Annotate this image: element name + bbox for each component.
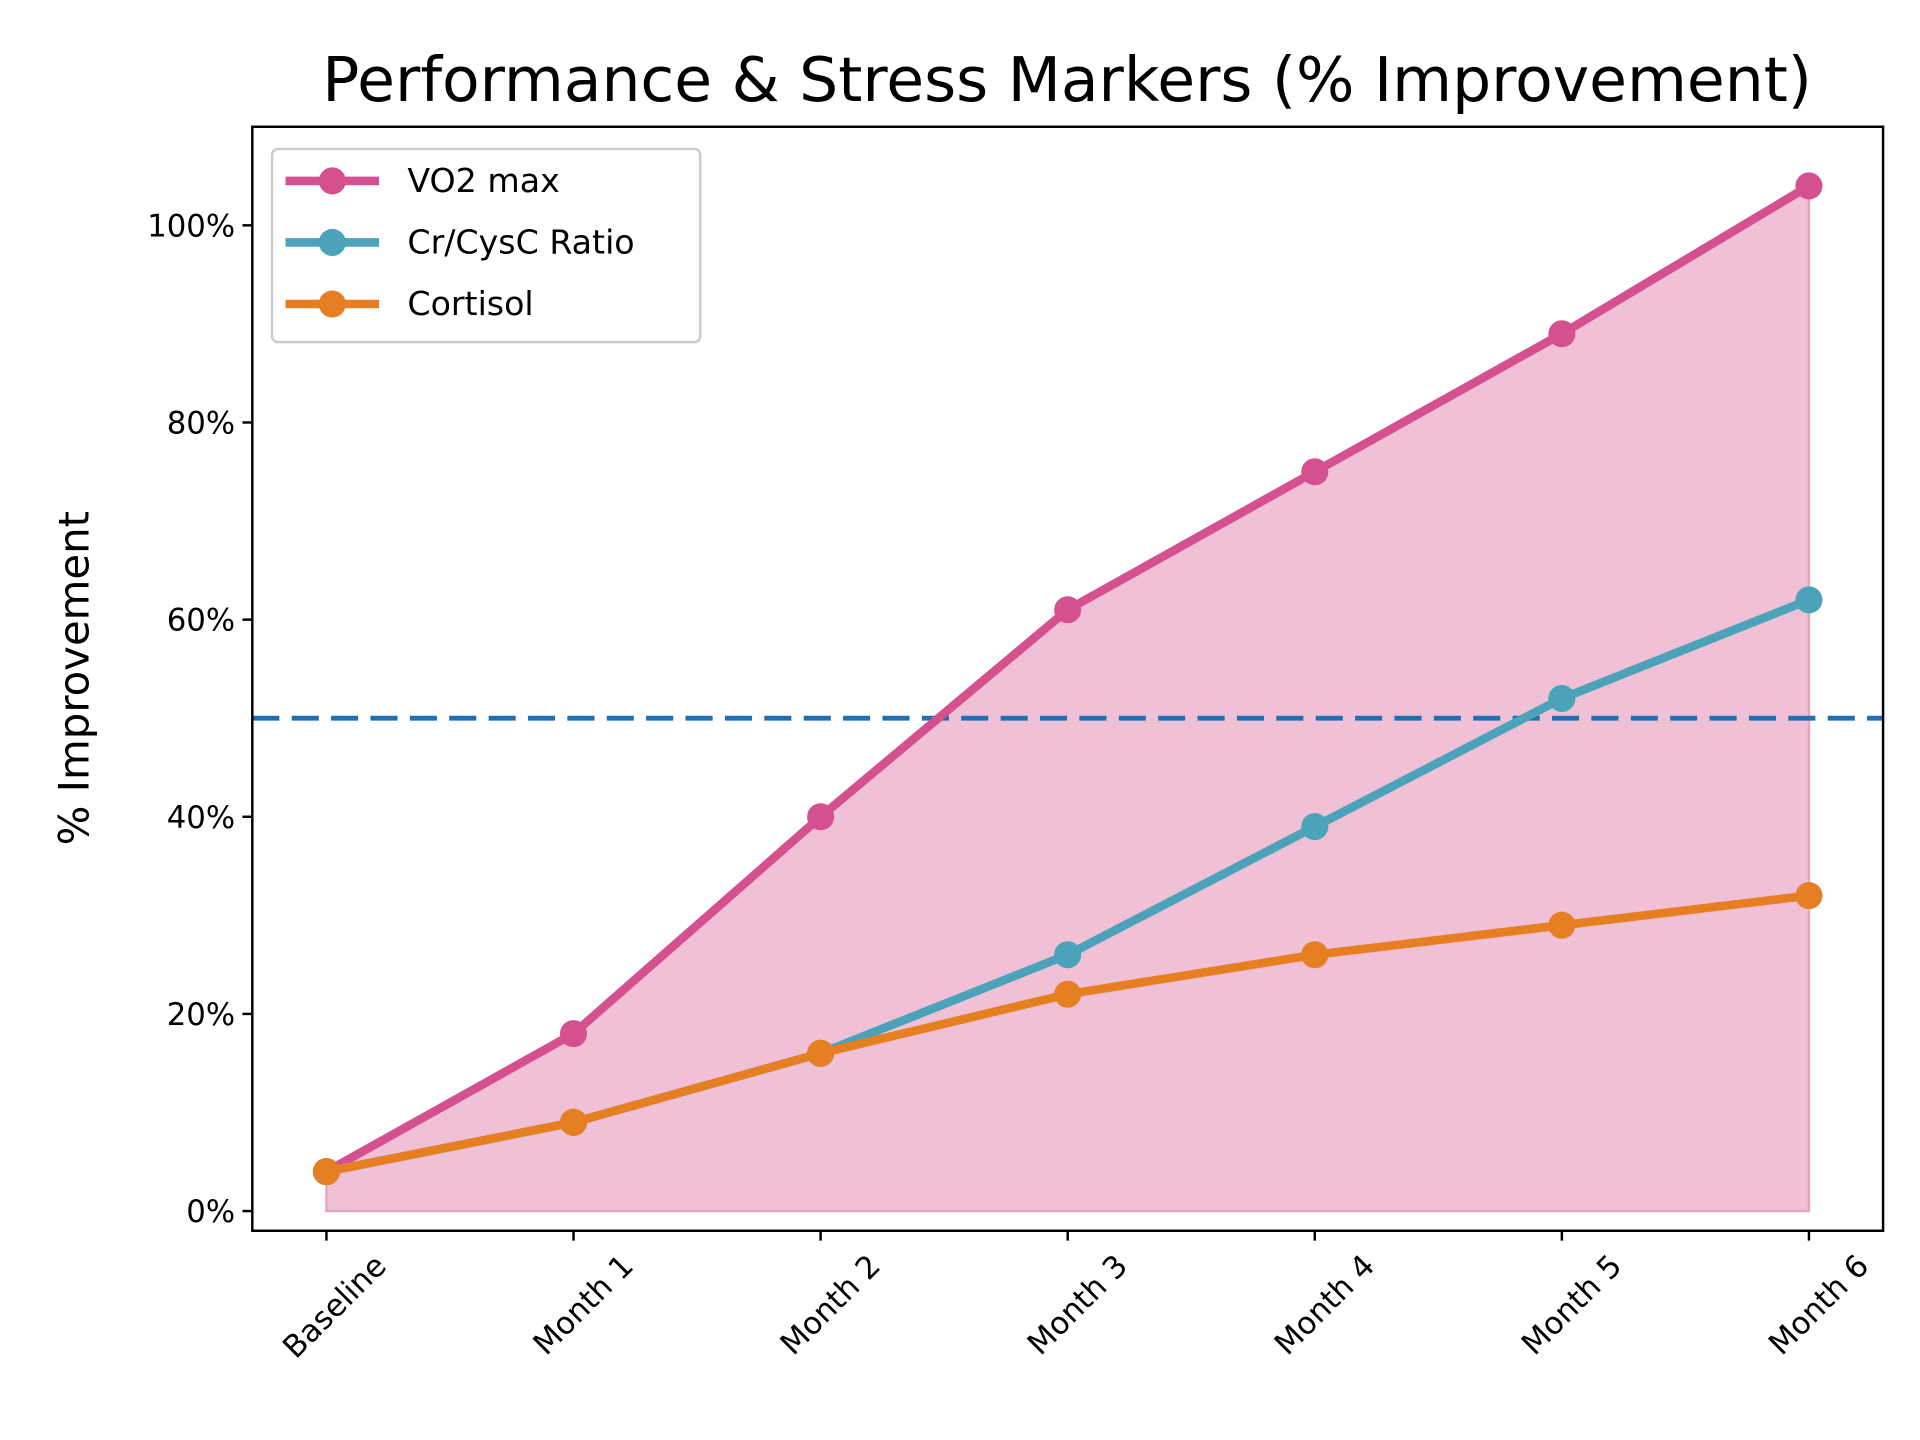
plot-area <box>252 172 1884 1213</box>
data-point-cortisol <box>1548 911 1576 939</box>
x-tick-label: Baseline <box>276 1248 394 1366</box>
y-tick-label: 20% <box>167 997 235 1033</box>
data-point-cortisol <box>1301 941 1329 969</box>
x-tick-label: Month 5 <box>1515 1248 1629 1362</box>
y-tick-label: 100% <box>147 208 235 244</box>
legend-marker <box>318 290 346 318</box>
data-point-cortisol <box>807 1039 835 1067</box>
data-point-vo2-max <box>559 1020 588 1048</box>
data-point-cr-cysc-ratio <box>1054 941 1082 969</box>
x-axis: Baseline Month 1 Month 2 Month 3 Month 4 Mont… <box>276 1230 1876 1366</box>
chart-title: Performance & Stress Markers (% Improvem… <box>322 44 1812 116</box>
legend-label: Cortisol <box>407 284 533 323</box>
y-tick-label: 80% <box>167 406 235 442</box>
legend-label: Cr/CysC Ratio <box>407 223 634 262</box>
data-point-cortisol <box>312 1158 340 1186</box>
x-tick-label: Month 4 <box>1268 1248 1382 1362</box>
legend-label: VO2 max <box>407 161 559 200</box>
legend: VO2 max Cr/CysC Ratio Cortisol <box>270 147 702 344</box>
data-point-cortisol <box>559 1108 588 1136</box>
data-point-vo2-max <box>1548 320 1576 348</box>
data-point-vo2-max <box>807 803 835 831</box>
data-point-vo2-max <box>1054 596 1082 624</box>
legend-marker <box>318 167 346 195</box>
series-cortisol <box>312 882 1823 1186</box>
data-point-cortisol <box>1054 980 1082 1008</box>
y-tick-label: 40% <box>167 800 235 836</box>
data-point-vo2-max <box>1795 172 1823 200</box>
legend-marker <box>318 228 346 256</box>
x-tick-label: Month 1 <box>526 1248 640 1362</box>
legend-box <box>270 147 702 344</box>
data-point-vo2-max <box>1301 458 1329 486</box>
y-axis: 0% 20% 40% 60% 80% 100% <box>147 208 253 1230</box>
data-point-cr-cysc-ratio <box>1301 813 1329 841</box>
y-axis-label: % Improvement <box>50 511 99 845</box>
y-tick-label: 60% <box>167 603 235 639</box>
data-point-cr-cysc-ratio <box>1548 684 1576 713</box>
data-point-cortisol <box>1795 882 1823 910</box>
x-tick-label: Month 3 <box>1021 1248 1135 1362</box>
data-point-cr-cysc-ratio <box>1795 586 1823 614</box>
x-tick-label: Month 6 <box>1762 1248 1876 1362</box>
x-tick-label: Month 2 <box>773 1248 887 1362</box>
y-tick-label: 0% <box>186 1194 235 1230</box>
